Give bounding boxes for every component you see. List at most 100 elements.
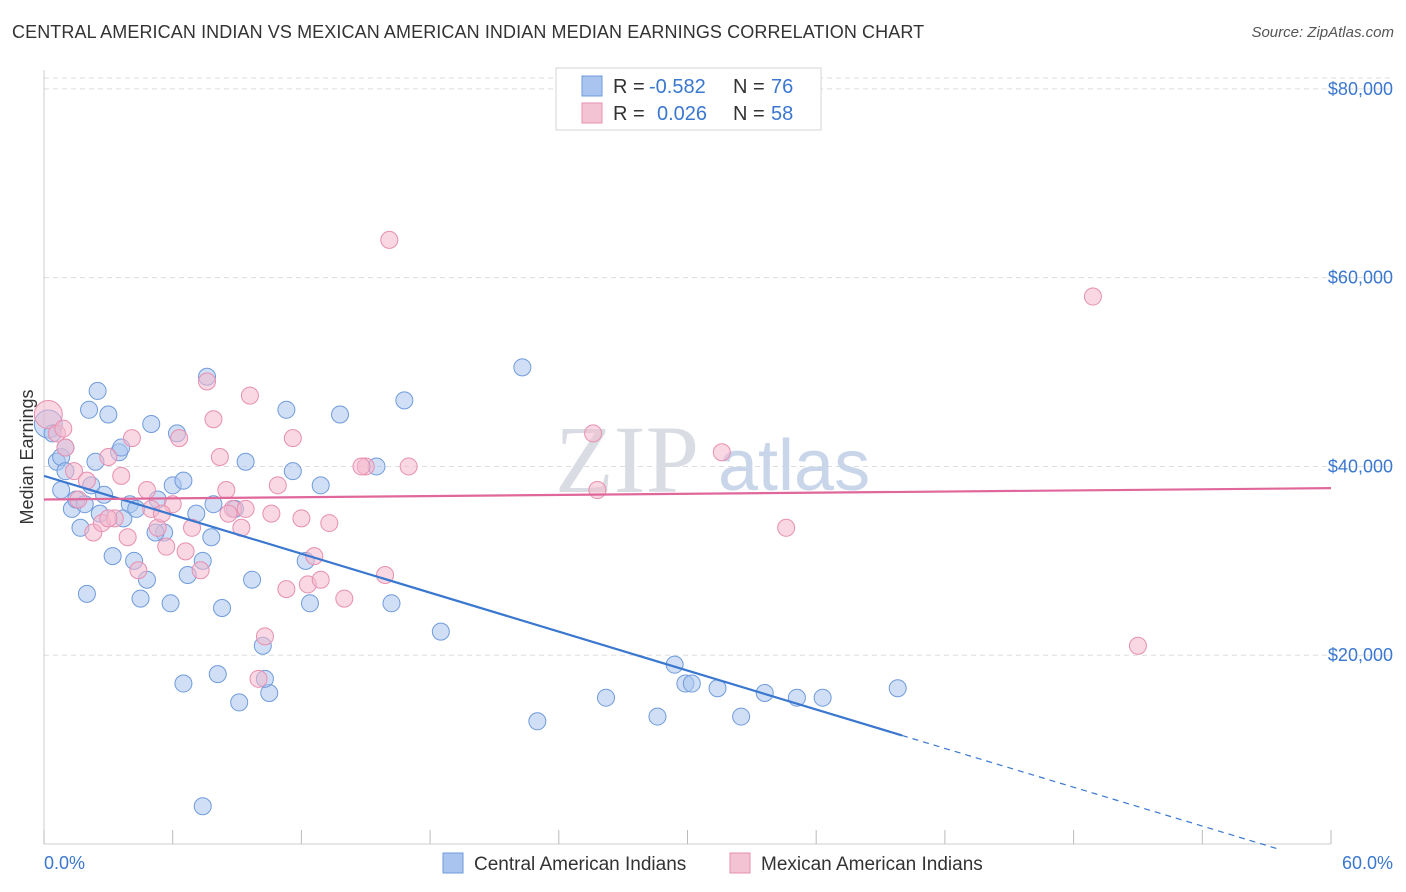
point-mexican-american <box>255 627 274 646</box>
point-mexican-american <box>584 424 603 443</box>
point-mexican-american <box>65 462 84 481</box>
legend-r-label-1: R = <box>613 76 645 98</box>
legend-n-label-1: N = <box>733 76 765 98</box>
point-mexican-american <box>292 509 311 528</box>
legend-r-label-2: R = <box>613 103 645 125</box>
point-mexican-american <box>320 514 339 533</box>
y-tick-label: $60,000 <box>1328 268 1393 288</box>
point-central-american <box>174 471 193 490</box>
point-mexican-american <box>176 542 195 561</box>
point-mexican-american <box>183 518 202 537</box>
y-tick-labels: $20,000 $40,000 $60,000 $80,000 <box>1328 79 1393 665</box>
legend-r-value-1: -0.582 <box>649 76 706 98</box>
point-central-american <box>431 622 450 641</box>
series-mexican-american-indians <box>33 230 1147 688</box>
point-mexican-american <box>1128 636 1147 655</box>
point-mexican-american <box>268 476 287 495</box>
point-mexican-american <box>277 580 296 599</box>
point-mexican-american <box>777 518 796 537</box>
point-mexican-american <box>129 561 148 580</box>
trend-line-central-american <box>43 474 903 737</box>
x-tick-label-min: 0.0% <box>44 853 85 873</box>
point-mexican-american <box>335 589 354 608</box>
point-mexican-american <box>198 372 217 391</box>
legend-r-value-2: 0.026 <box>657 103 707 125</box>
y-tick-label: $40,000 <box>1328 456 1393 476</box>
point-central-american <box>88 381 107 400</box>
point-central-american <box>208 665 227 684</box>
bottom-legend-label-pink: Mexican American Indians <box>761 854 983 875</box>
point-central-american <box>888 679 907 698</box>
point-central-american <box>648 707 667 726</box>
point-central-american <box>77 584 96 603</box>
point-mexican-american <box>191 561 210 580</box>
trend-line-mexican-american <box>43 487 1332 501</box>
y-axis-label: Median Earnings <box>17 389 37 524</box>
trend-lines <box>43 474 1332 850</box>
chart-source: Source: ZipAtlas.com <box>1251 24 1394 41</box>
point-mexican-american <box>588 481 607 500</box>
bottom-legend-swatch-pink <box>729 852 751 874</box>
point-central-american <box>277 400 296 419</box>
point-central-american <box>131 589 150 608</box>
point-central-american <box>142 414 161 433</box>
legend-n-value-2: 58 <box>771 103 793 125</box>
point-mexican-american <box>122 429 141 448</box>
point-mexican-american <box>380 230 399 249</box>
point-mexican-american <box>219 504 238 523</box>
point-mexican-american <box>217 481 236 500</box>
point-central-american <box>813 688 832 707</box>
bottom-legend-label-blue: Central American Indians <box>474 854 686 875</box>
x-tick-label-max: 60.0% <box>1342 853 1393 873</box>
point-mexican-american <box>240 386 259 405</box>
point-central-american <box>331 405 350 424</box>
point-mexican-american <box>236 499 255 518</box>
point-central-american <box>52 481 71 500</box>
point-central-american <box>682 674 701 693</box>
point-central-american <box>732 707 751 726</box>
point-central-american <box>174 674 193 693</box>
point-mexican-american <box>99 448 118 466</box>
legend-box: R = -0.582 N = 76 R = 0.026 N = 58 <box>555 67 822 131</box>
point-mexican-american <box>204 410 223 429</box>
grid-lines <box>44 77 1393 656</box>
point-central-american <box>300 594 319 613</box>
y-tick-label: $80,000 <box>1328 79 1393 99</box>
y-tick-label: $20,000 <box>1328 645 1393 665</box>
point-central-american <box>311 476 330 495</box>
legend-n-label-2: N = <box>733 103 765 125</box>
point-mexican-american <box>157 537 176 556</box>
point-mexican-american <box>352 457 371 476</box>
point-central-american <box>80 400 99 419</box>
point-central-american <box>513 358 532 377</box>
point-central-american <box>243 570 262 589</box>
point-central-american <box>230 693 249 712</box>
point-mexican-american <box>712 443 731 462</box>
point-central-american <box>382 594 401 613</box>
point-mexican-american <box>56 438 75 457</box>
bottom-legend: Central American Indians Mexican America… <box>442 852 983 875</box>
point-central-american <box>528 712 547 731</box>
point-central-american <box>99 405 118 424</box>
point-mexican-american <box>210 448 229 466</box>
chart-title: CENTRAL AMERICAN INDIAN VS MEXICAN AMERI… <box>12 22 925 42</box>
legend-swatch-blue <box>581 75 603 97</box>
point-mexican-american <box>33 400 63 430</box>
point-central-american <box>236 452 255 471</box>
point-mexican-american <box>118 528 137 547</box>
point-central-american <box>213 599 232 618</box>
point-central-american <box>161 594 180 613</box>
trend-line-central-american-extrapolated <box>901 734 1278 850</box>
watermark-zip: ZIP <box>555 406 699 513</box>
point-mexican-american <box>112 466 131 485</box>
point-central-american <box>193 797 212 816</box>
legend-swatch-pink <box>581 102 603 124</box>
point-central-american <box>202 528 221 547</box>
point-mexican-american <box>262 504 281 523</box>
point-mexican-american <box>399 457 418 476</box>
point-central-american <box>103 547 122 566</box>
point-mexican-american <box>137 481 156 500</box>
point-central-american <box>395 391 414 410</box>
bottom-legend-swatch-blue <box>442 852 464 874</box>
